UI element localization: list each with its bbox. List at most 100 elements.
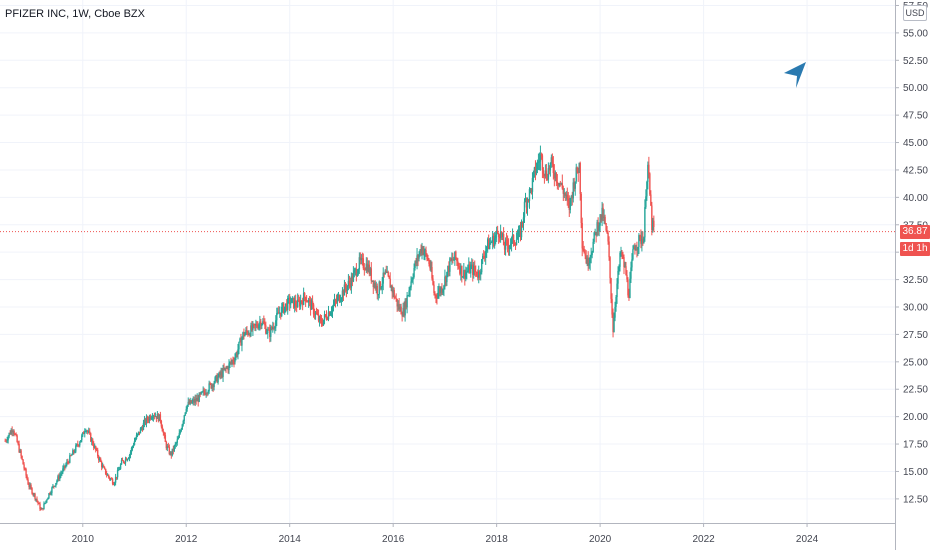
candle-body [321, 323, 324, 325]
candle-body [242, 332, 244, 339]
candle-body [355, 268, 358, 277]
candle-body [513, 243, 516, 245]
candle-body [218, 372, 220, 377]
candle-body [341, 290, 344, 299]
y-tick-label: 55.00 [903, 28, 928, 39]
candle-body [219, 372, 221, 376]
candle-body [579, 162, 581, 194]
candle-body [365, 263, 368, 270]
candle-body [289, 297, 291, 305]
candle-body [123, 462, 126, 464]
candle-body [452, 258, 454, 261]
candle-body [609, 257, 611, 279]
candle-body [272, 327, 274, 329]
candle-body [361, 258, 364, 260]
candle-body [100, 461, 103, 468]
candle-body [71, 454, 73, 456]
candle-body [344, 284, 347, 289]
candle-body [414, 261, 416, 269]
candle-body [103, 467, 106, 469]
candle-body [232, 360, 234, 362]
candle-body [562, 188, 565, 194]
candle-body [624, 266, 626, 268]
candle-body [629, 278, 631, 298]
candle-body [339, 300, 342, 302]
candle-body [485, 246, 488, 251]
candle-body [364, 269, 367, 271]
candle-body [53, 485, 55, 487]
candle-body [105, 473, 108, 475]
y-tick-label: 17.50 [903, 440, 928, 451]
candle-body [469, 264, 471, 274]
candle-body [491, 235, 494, 243]
candle-body [94, 446, 96, 448]
candle-body [637, 246, 639, 250]
candle-body [28, 484, 30, 487]
candle-body [292, 297, 295, 308]
candle-body [200, 391, 202, 395]
candle-body [324, 314, 327, 316]
candle-body [253, 324, 255, 326]
candle-body [576, 167, 578, 173]
candle-body [270, 327, 272, 337]
candle-body [77, 444, 79, 446]
candle-body [403, 307, 405, 316]
candle-body [466, 271, 468, 273]
candle-body [638, 235, 640, 247]
candle-body [142, 423, 145, 430]
candle-body [384, 270, 386, 275]
candle-body [635, 248, 637, 251]
candle-body [613, 317, 615, 333]
candle-body [83, 432, 85, 434]
candle-body [528, 189, 531, 201]
candle-body [481, 259, 483, 273]
candle-body [235, 353, 237, 358]
candle-body [171, 448, 174, 456]
candle-body [15, 434, 17, 436]
candle-body [377, 294, 379, 296]
candle-body [600, 214, 602, 221]
candle-body [145, 417, 148, 424]
candle-body [398, 304, 400, 310]
candle-body [505, 239, 508, 241]
candle-body [11, 430, 13, 433]
candle-body [248, 333, 250, 335]
candle-body [267, 329, 269, 333]
currency-button[interactable]: USD [903, 5, 927, 21]
candle-body [413, 268, 415, 277]
candle-body [556, 181, 559, 184]
candle-body [273, 327, 275, 329]
candle-body [206, 393, 208, 395]
candle-body [213, 382, 215, 388]
candle-body [24, 468, 26, 470]
candle-body [427, 259, 429, 261]
candle-body [457, 261, 459, 267]
candle-body [109, 478, 112, 480]
candle-body [64, 465, 66, 468]
candle-body [186, 405, 188, 409]
candle-body [111, 479, 114, 484]
candle-body [45, 500, 47, 503]
candle-body [322, 319, 325, 325]
candle-body [426, 254, 428, 260]
y-tick-label: 27.50 [903, 330, 928, 341]
candle-body [586, 257, 588, 264]
candle-body [51, 487, 53, 493]
candle-body [269, 330, 271, 337]
candle-body [343, 284, 346, 296]
candle-body [108, 477, 111, 480]
candle-body [598, 225, 600, 231]
candle-body [369, 268, 371, 274]
candle-body [646, 181, 648, 197]
candle-body [575, 167, 577, 182]
candle-body [647, 164, 649, 182]
candle-body [220, 371, 222, 376]
candle-body [318, 316, 321, 321]
candle-body [337, 295, 340, 298]
candle-body [32, 493, 34, 495]
candle-body [204, 392, 206, 395]
candle-body [163, 432, 166, 436]
candle-body [510, 237, 513, 245]
candle-body [268, 329, 270, 331]
